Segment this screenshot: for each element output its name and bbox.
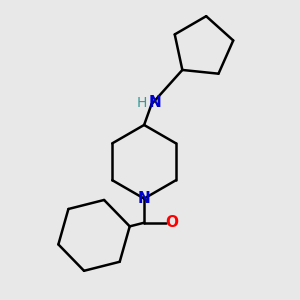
- Text: N: N: [149, 95, 162, 110]
- Text: H: H: [137, 96, 147, 110]
- Text: N: N: [138, 191, 151, 206]
- Text: O: O: [166, 215, 178, 230]
